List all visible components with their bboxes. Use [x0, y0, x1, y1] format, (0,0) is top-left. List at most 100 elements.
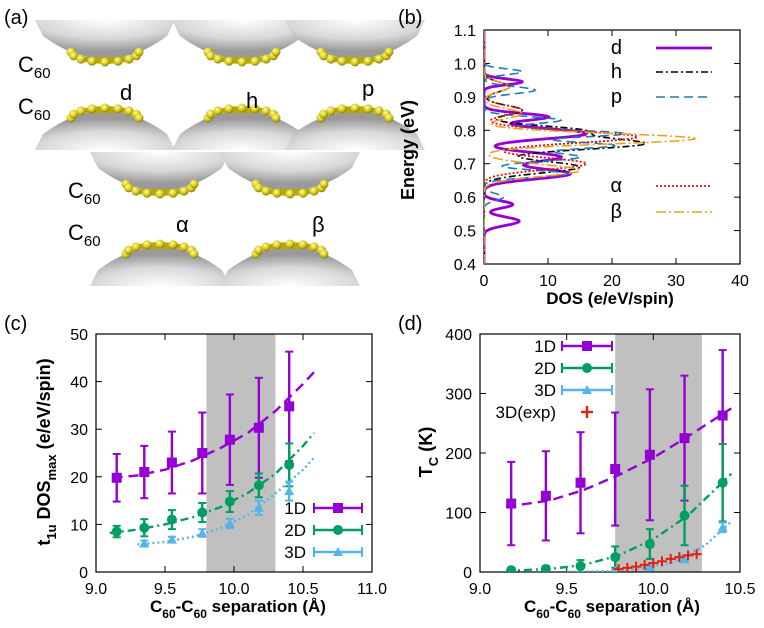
atom	[76, 54, 86, 64]
x-tick-label: 40	[731, 273, 749, 290]
data-point-2D	[679, 510, 690, 521]
data-point-2D	[197, 507, 208, 518]
legend-label: d	[611, 37, 622, 59]
fit-curve-3D	[137, 456, 315, 546]
data-point-1D	[575, 477, 586, 488]
legend-marker	[333, 503, 343, 513]
y-tick-label: 0.9	[454, 90, 476, 107]
data-point-1D	[540, 490, 551, 501]
orientation-label-beta: β	[312, 212, 325, 237]
atom	[384, 113, 394, 123]
atom	[350, 103, 360, 113]
plot-body	[109, 350, 315, 548]
atom	[206, 51, 216, 61]
data-point-1D	[644, 449, 655, 460]
atom	[261, 106, 271, 116]
data-point-1D	[610, 464, 621, 475]
atom	[179, 242, 189, 252]
svg-text:C60: C60	[18, 52, 51, 82]
molecule-subscript: 60	[84, 233, 101, 250]
legend-marker	[582, 341, 592, 351]
atom	[309, 186, 319, 196]
y-tick-label: 0.8	[454, 123, 476, 140]
atom	[250, 104, 260, 114]
atom	[124, 245, 134, 255]
legend-label: β	[610, 201, 622, 223]
x-tick-label: 0	[480, 273, 489, 290]
data-point-1D	[506, 498, 517, 509]
atom	[319, 249, 329, 259]
x-tick-label: 30	[667, 273, 685, 290]
data-point-2D	[610, 552, 621, 563]
shaded-region	[206, 334, 276, 572]
atom	[113, 56, 123, 66]
x-tick-label: 10.0	[218, 581, 249, 598]
data-point-2D	[717, 477, 728, 488]
atom	[131, 186, 141, 196]
x-tick-label: 9.5	[556, 581, 578, 598]
atom	[319, 109, 329, 119]
atom	[76, 106, 86, 116]
y-tick-label: 0.4	[454, 257, 476, 274]
x-tick-label: 9.0	[469, 581, 491, 598]
data-point-2D	[139, 522, 150, 533]
legend-label: 3D(exp)	[496, 403, 556, 422]
atom	[142, 188, 152, 198]
y-tick-label: 40	[70, 375, 88, 392]
molecule-subscript: 60	[34, 107, 51, 124]
atom	[350, 57, 360, 67]
tip-top	[35, 20, 175, 59]
atom	[124, 183, 134, 193]
atom	[131, 242, 141, 252]
atom	[319, 179, 329, 189]
c60-fragment	[316, 47, 394, 67]
data-point-1D	[224, 434, 235, 445]
atom	[319, 51, 329, 61]
atom	[179, 186, 189, 196]
data-point-3D	[139, 538, 150, 548]
panel-d-label: (d)	[398, 313, 422, 335]
y-tick-label: 0.5	[454, 224, 476, 241]
x-tick-label: 9.0	[85, 581, 107, 598]
legend-label: 2D	[284, 521, 306, 540]
panel-a: (a) C60 C60 C60 C60 d h p α β	[4, 7, 425, 286]
tip-bottom	[35, 111, 175, 150]
atom	[250, 56, 260, 66]
atom	[124, 54, 134, 64]
atom	[309, 242, 319, 252]
shaded-region	[615, 334, 702, 572]
y-tick-label: 100	[445, 506, 472, 523]
x-tick-label: 11.0	[357, 581, 387, 598]
x-tick-label: 20	[603, 273, 621, 290]
y-axis-label: t1u DOSmax (e/eV/spin)	[34, 358, 59, 545]
legend-marker	[333, 525, 343, 535]
data-point-3D	[224, 518, 235, 528]
legend-marker	[333, 547, 343, 556]
atom	[237, 57, 247, 67]
atom	[337, 104, 347, 114]
y-tick-label: 200	[445, 446, 472, 463]
orientation-label-alpha: α	[176, 212, 189, 237]
tip-bottom	[220, 247, 360, 286]
atom	[155, 189, 165, 199]
data-point-3D	[253, 502, 264, 512]
atom	[374, 106, 384, 116]
y-axis-label: TC (K)	[416, 427, 441, 477]
y-axis-label: Energy (eV)	[398, 100, 418, 200]
molecule-label: C	[18, 94, 34, 119]
x-tick-label: 10.5	[724, 581, 755, 598]
data-point-1D	[139, 467, 150, 478]
y-tick-label: 0.6	[454, 190, 476, 207]
c60-fragment	[251, 239, 329, 259]
tip-top	[90, 152, 230, 191]
data-point-3D	[284, 486, 295, 496]
tip-bottom	[90, 247, 230, 286]
atom	[155, 239, 165, 249]
atom	[254, 183, 264, 193]
c60-label-top-row: C60 C60	[18, 52, 51, 124]
c60-fragment	[203, 103, 281, 123]
plot-body	[505, 349, 733, 572]
y-tick-label: 400	[445, 327, 472, 344]
data-point-3D	[679, 553, 690, 563]
y-tick-label: 50	[70, 327, 88, 344]
